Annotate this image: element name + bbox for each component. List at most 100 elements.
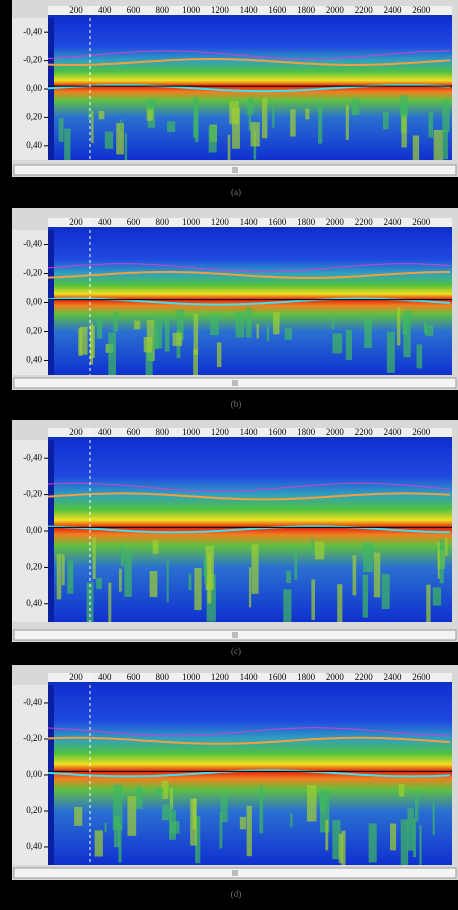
heat-patch [251, 544, 259, 594]
y-tick-label: -0,40 [23, 452, 42, 462]
heat-patch [216, 342, 222, 368]
heat-patch [273, 312, 280, 335]
x-tick-label: 1400 [240, 672, 259, 682]
x-tick-label: 2200 [355, 672, 374, 682]
y-tick-label: 0,40 [26, 355, 42, 365]
x-tick-label: 400 [98, 427, 112, 437]
y-tick-label: -0,40 [23, 26, 42, 36]
heat-patch [283, 589, 292, 622]
x-tick-label: 800 [156, 672, 170, 682]
interface-line-alt [47, 50, 451, 60]
heat-patch [445, 537, 448, 557]
heat-patch [64, 128, 71, 160]
interface-line [47, 736, 451, 745]
heat-patch [108, 582, 112, 622]
heat-patch [403, 322, 411, 358]
heat-patch [176, 309, 184, 341]
heat-patch [318, 100, 323, 144]
heat-patch [192, 798, 197, 830]
ruler-band [48, 227, 452, 230]
x-tick-label: 200 [69, 427, 83, 437]
x-tick-label: 2000 [326, 5, 345, 15]
x-tick-label: 200 [69, 5, 83, 15]
x-tick-label: 2200 [355, 427, 374, 437]
heat-patch [58, 118, 64, 142]
heat-patch [61, 554, 65, 586]
heat-patch [345, 104, 349, 140]
heat-patch [172, 332, 183, 346]
x-tick-label: 1600 [268, 217, 287, 227]
x-tick-label: 1200 [211, 672, 230, 682]
heat-patch [294, 550, 298, 580]
x-tick-label: 2600 [412, 427, 431, 437]
heat-patch [194, 567, 202, 611]
heat-patch [390, 823, 397, 851]
interface-line-alt [47, 727, 451, 737]
heat-patch [437, 541, 440, 579]
y-tick-label: -0,20 [23, 733, 42, 743]
x-tick-label: 1400 [240, 5, 259, 15]
heat-patch [352, 555, 357, 596]
heat-patch [149, 571, 158, 598]
y-axis-strip [12, 18, 48, 160]
heat-patch [113, 311, 118, 332]
surface-line [47, 525, 450, 534]
left-marker-strip [48, 440, 54, 622]
heat-patch [319, 793, 327, 813]
x-tick-label: 2000 [326, 672, 345, 682]
heat-patch [428, 111, 434, 138]
y-tick-label: -0,40 [23, 239, 42, 249]
heat-patch [112, 784, 123, 831]
heat-patch [96, 577, 102, 589]
x-tick-label: 1800 [297, 427, 316, 437]
heat-patch [120, 545, 125, 567]
heat-patch [382, 111, 389, 130]
heat-patch [368, 823, 377, 863]
heat-patch [210, 314, 219, 336]
heat-patch [345, 329, 353, 360]
heat-patch [404, 310, 412, 325]
heat-patch [169, 809, 176, 840]
heat-patch [232, 107, 240, 149]
left-marker-strip [48, 685, 54, 865]
heat-patch [305, 108, 310, 120]
x-tick-label: 1600 [268, 672, 287, 682]
heat-patch [442, 99, 450, 132]
heat-patch [161, 780, 169, 799]
panel-caption: (b) [231, 399, 242, 409]
heat-patch [166, 561, 169, 603]
heat-patch [245, 307, 252, 338]
heat-patch [104, 823, 107, 833]
heat-patch [426, 584, 431, 622]
heat-patch [127, 796, 137, 836]
interface-line-alt [47, 263, 451, 273]
heat-patch [145, 100, 155, 110]
heat-patch [423, 322, 427, 334]
x-tick-label: 1200 [211, 5, 230, 15]
y-tick-label: 0,20 [26, 561, 42, 571]
y-tick-label: 0,00 [26, 525, 42, 535]
heat-patch [290, 813, 293, 828]
heat-patch [432, 802, 435, 836]
heat-patch [290, 109, 296, 137]
heat-patch [135, 786, 143, 809]
surface-line [47, 769, 451, 778]
heat-patch [124, 133, 128, 160]
left-marker-strip [48, 230, 54, 375]
heat-patch [261, 98, 268, 139]
heat-patch [272, 107, 275, 128]
y-axis-strip [12, 440, 48, 622]
heat-patch [246, 805, 252, 857]
scrollbar-thumb [232, 380, 238, 386]
heat-patch [239, 816, 247, 830]
heat-patch [164, 316, 170, 352]
interface-line-alt [47, 482, 451, 492]
scrollbar-thumb [232, 870, 238, 876]
heat-patch [220, 794, 228, 823]
y-tick-label: 0,00 [26, 769, 42, 779]
heat-patch [398, 784, 405, 797]
heat-patch [193, 349, 198, 375]
heat-patch [433, 129, 444, 160]
x-tick-label: 600 [127, 427, 141, 437]
